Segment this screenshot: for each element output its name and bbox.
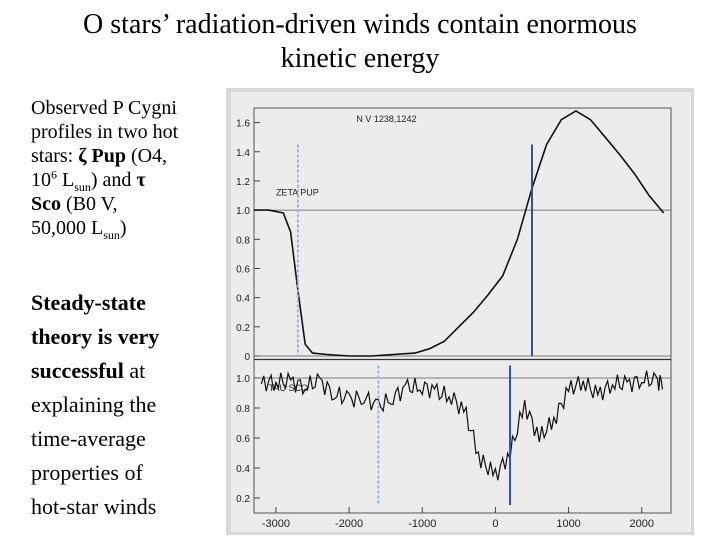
- x-tick-label: -2000: [335, 518, 363, 530]
- bottom-y-tick-label: 0.8: [236, 404, 250, 415]
- steady-bold3: successful: [31, 358, 124, 383]
- steady-rest5: hot-star winds: [31, 494, 157, 519]
- close-paren: ): [119, 217, 127, 239]
- x-tick-label: -1000: [408, 518, 436, 530]
- top-y-tick-label: 0.2: [236, 323, 250, 334]
- sun-subscript: sun: [74, 180, 91, 194]
- desc-line2: profiles in two hot: [31, 121, 179, 143]
- ten-text: 10: [31, 169, 51, 191]
- slide-title: O stars’ radiation-driven winds contain …: [0, 8, 720, 76]
- top-y-tick-label: 1.0: [236, 206, 250, 217]
- bottom-panel-label: TAU SCO: [269, 383, 308, 393]
- p-cygni-profile-figure: -3000 -2000 -1000 0 1000 2000 1.6 1.4 1.2 1.0 0.8 0…: [226, 88, 694, 535]
- x-tick-label: 2000: [629, 518, 653, 530]
- steady-rest2: explaining the: [31, 392, 157, 417]
- top-y-tick-label: 1.6: [236, 119, 250, 130]
- tau-sco-profile-line: [260, 370, 664, 481]
- steady-rest3: time-average: [31, 426, 146, 451]
- steady-bold1: Steady-state: [31, 290, 146, 315]
- and-text: ) and: [90, 169, 137, 191]
- title-line-2: kinetic energy: [280, 43, 440, 74]
- sun-subscript-2: sun: [103, 228, 120, 242]
- steady-rest1: at: [123, 358, 146, 383]
- x-tick-label: -3000: [262, 518, 290, 530]
- x-tick-label: 1000: [556, 518, 580, 530]
- top-y-tick-label: 1.2: [236, 177, 250, 188]
- desc-line3-prefix: stars:: [31, 145, 79, 167]
- bottom-y-tick-label: 0.2: [236, 494, 250, 505]
- exponent: 6: [51, 167, 57, 182]
- lsun-l: L: [57, 169, 75, 191]
- pup-label: Pup: [86, 145, 126, 167]
- top-y-tick-label: 0.4: [236, 294, 250, 305]
- bottom-y-tick-label: 0.6: [236, 434, 250, 445]
- bottom-y-tick-label: 1.0: [236, 374, 250, 385]
- x-tick-label: 0: [492, 518, 498, 530]
- title-line-1: O stars’ radiation-driven winds contain …: [83, 9, 637, 40]
- scan-paper: [231, 92, 691, 532]
- line-id-label: N V 1238,1242: [356, 114, 416, 124]
- steady-rest4: properties of: [31, 460, 143, 485]
- zeta-pup-profile-line: [254, 109, 665, 357]
- description-text: Observed P Cygni profiles in two hot sta…: [31, 96, 231, 242]
- sco-label: Sco: [31, 193, 61, 215]
- steady-state-text: Steady-state theory is very successful a…: [31, 286, 221, 524]
- top-y-tick-label: 0.8: [236, 235, 250, 246]
- bottom-y-tick-label: 0.4: [236, 464, 250, 475]
- plot-frame: [253, 107, 672, 514]
- plot-layer: -3000 -2000 -1000 0 1000 2000 1.6 1.4 1.2 1.0 0.8 0…: [236, 107, 672, 530]
- desc-line3-suffix: (O4,: [125, 145, 168, 167]
- desc-line1: Observed P Cygni: [31, 97, 177, 119]
- tau-symbol: τ: [136, 169, 146, 191]
- zeta-symbol: ζ: [78, 145, 87, 167]
- top-panel-label: ZETA PUP: [276, 188, 319, 198]
- top-y-tick-label: 0.6: [236, 264, 250, 275]
- sco-type: (B0 V,: [61, 193, 118, 215]
- steady-bold2: theory is very: [31, 324, 160, 349]
- fifty-text: 50,000 L: [31, 217, 104, 239]
- top-y-tick-label: 1.4: [236, 148, 250, 159]
- top-y-tick-label: 0: [244, 352, 250, 363]
